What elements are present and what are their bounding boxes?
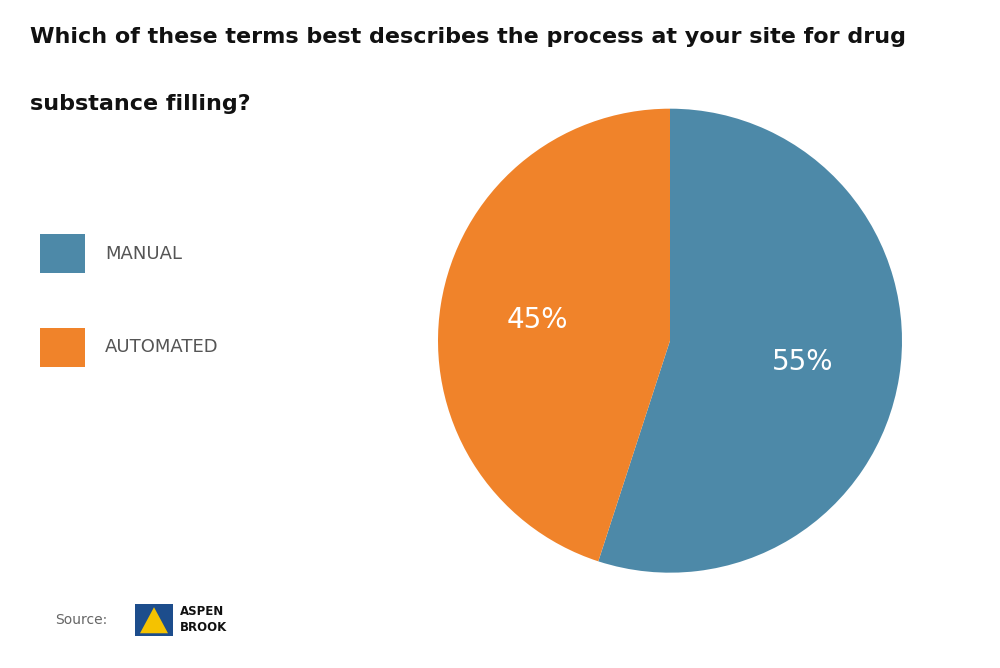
Wedge shape [598,109,902,572]
Text: MANUAL: MANUAL [105,245,182,263]
Text: Source:: Source: [55,613,107,627]
Text: AUTOMATED: AUTOMATED [105,339,219,356]
Text: substance filling?: substance filling? [30,94,251,114]
Wedge shape [438,109,670,561]
Text: Which of these terms best describes the process at your site for drug: Which of these terms best describes the … [30,27,906,47]
Text: 55%: 55% [772,348,834,375]
Text: 45%: 45% [506,306,568,333]
Text: ASPEN
BROOK: ASPEN BROOK [180,605,227,635]
